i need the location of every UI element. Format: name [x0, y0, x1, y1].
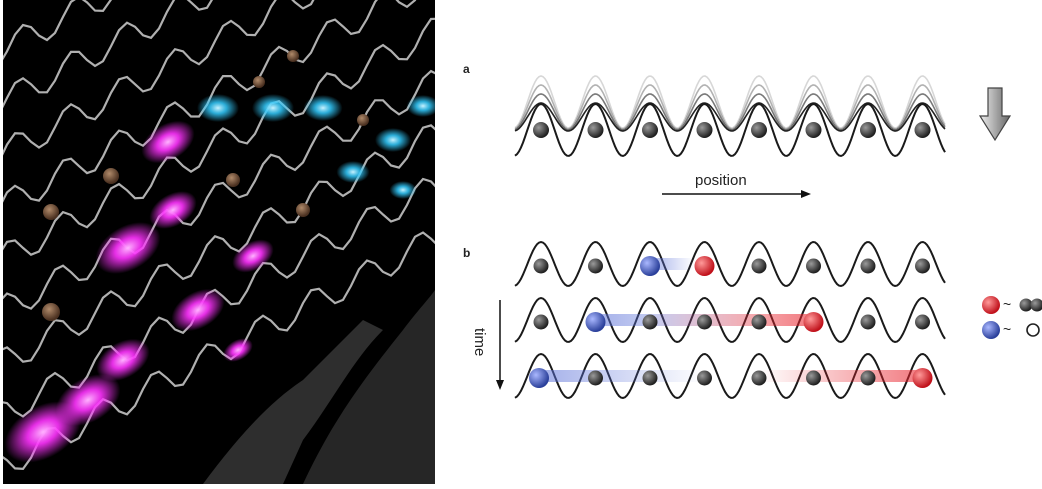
atom — [806, 122, 822, 138]
cyan-atom-glow — [197, 94, 239, 122]
legend-tilde-1: ~ — [1003, 296, 1011, 312]
blue-atom — [640, 256, 660, 276]
lattice-illustration-svg — [3, 0, 435, 484]
atom — [643, 371, 658, 386]
atom — [861, 315, 876, 330]
atom — [588, 122, 604, 138]
time-axis-label: time — [471, 328, 488, 356]
blue-trail — [541, 370, 705, 382]
red-atom — [913, 368, 933, 388]
time-arrow-head — [496, 380, 504, 390]
down-arrow-icon — [980, 88, 1010, 140]
atom — [642, 122, 658, 138]
neutral-atom — [296, 203, 310, 217]
neutral-atom — [42, 303, 60, 321]
cyan-atom-glow — [407, 95, 436, 117]
atom — [752, 371, 767, 386]
red-atom — [804, 312, 824, 332]
neutral-atom — [226, 173, 240, 187]
atom — [915, 259, 930, 274]
blue-atom — [529, 368, 549, 388]
atom — [588, 259, 603, 274]
legend-tilde-2: ~ — [1003, 321, 1011, 337]
cyan-atom-glow — [390, 181, 417, 199]
atom — [752, 259, 767, 274]
atom — [806, 371, 821, 386]
red-atom — [695, 256, 715, 276]
lattice-curve — [515, 242, 945, 286]
atom — [643, 315, 658, 330]
atom — [534, 259, 549, 274]
schematic-svg — [440, 0, 1042, 484]
atom — [860, 122, 876, 138]
magenta-atom-glow — [164, 280, 232, 340]
blue-atom — [586, 312, 606, 332]
atom — [915, 315, 930, 330]
atom — [861, 371, 876, 386]
legend-red-atom — [982, 296, 1000, 314]
neutral-atom — [253, 76, 265, 88]
neutral-atom — [287, 50, 299, 62]
panel-b-lattice — [515, 242, 945, 398]
atom — [697, 122, 713, 138]
atom — [915, 122, 931, 138]
lattice-illustration — [3, 0, 435, 484]
lattice-sheet-line — [3, 0, 435, 174]
neutral-atom — [357, 114, 369, 126]
atom — [588, 371, 603, 386]
atom — [806, 259, 821, 274]
atom — [697, 371, 712, 386]
magenta-atom-glow — [134, 112, 202, 172]
hole-icon — [1027, 324, 1039, 336]
position-arrow-head — [801, 190, 811, 198]
neutral-atom — [43, 204, 59, 220]
position-axis-label: position — [695, 172, 747, 189]
magenta-atom-glow — [219, 333, 257, 366]
atom — [861, 259, 876, 274]
atom — [534, 315, 549, 330]
atom — [752, 315, 767, 330]
cyan-atom-glow — [252, 94, 294, 122]
magenta-atom-glow — [227, 233, 280, 280]
atom — [533, 122, 549, 138]
panel-a-lattice — [515, 76, 945, 156]
red-trail — [759, 370, 923, 382]
cyan-atom-glow — [304, 95, 343, 121]
schematic-panel: a b — [440, 0, 1042, 484]
cyan-atom-glow — [337, 161, 370, 183]
legend-blue-atom — [982, 321, 1000, 339]
atom — [751, 122, 767, 138]
legend — [982, 296, 1042, 339]
red-trail — [650, 314, 814, 326]
doublon-icon-b — [1031, 299, 1042, 312]
cyan-atom-glow — [375, 128, 411, 152]
neutral-atom — [103, 168, 119, 184]
atom — [697, 315, 712, 330]
